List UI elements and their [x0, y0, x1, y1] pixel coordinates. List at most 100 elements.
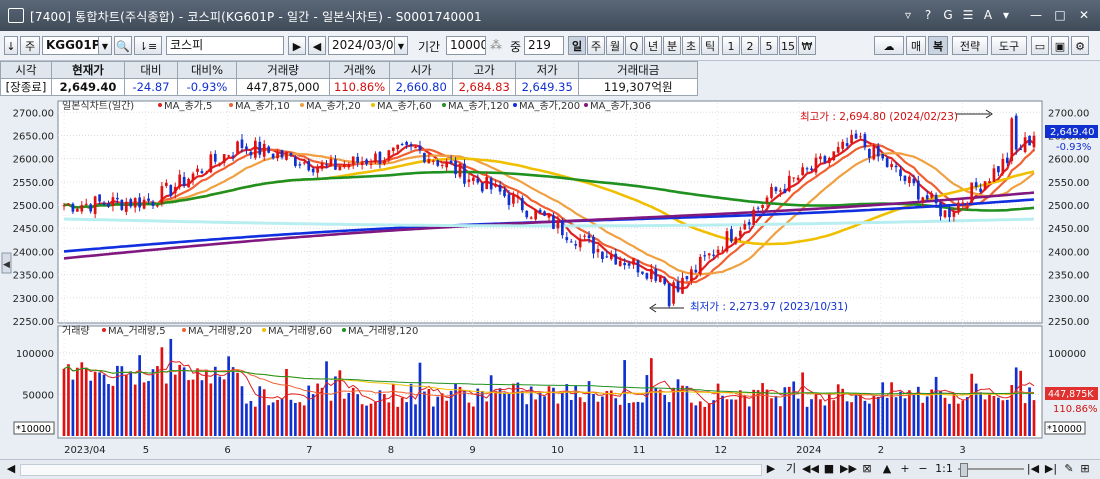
- interval-minute[interactable]: 분: [663, 36, 681, 55]
- market-select[interactable]: 주: [20, 36, 40, 55]
- cloud-icon[interactable]: ☁: [874, 36, 904, 55]
- interval-quarter[interactable]: Q: [625, 36, 643, 55]
- value-low: 2,649.35: [515, 78, 580, 96]
- count-input[interactable]: 219: [524, 36, 564, 55]
- volume-bar: [707, 403, 711, 436]
- menu-icon[interactable]: ☰: [962, 8, 974, 22]
- candle-body: [974, 182, 978, 187]
- code-input[interactable]: KGG01P: [42, 36, 112, 55]
- mountain-icon[interactable]: ▲: [882, 462, 892, 475]
- volume-bar: [881, 382, 885, 436]
- volume-bar: [970, 373, 974, 436]
- scroll-track[interactable]: [20, 464, 762, 476]
- current-price-text: 2,649.40: [1050, 127, 1095, 138]
- zoom-in-icon[interactable]: +: [900, 462, 910, 475]
- minimize-button[interactable]: —: [1030, 8, 1042, 22]
- one-to-one-button[interactable]: 1:1: [935, 462, 953, 475]
- rewind-icon[interactable]: ◀◀: [802, 462, 819, 475]
- candle-body: [694, 269, 698, 273]
- volume-bar: [431, 406, 435, 436]
- interval-year[interactable]: 년: [644, 36, 662, 55]
- currency-icon[interactable]: ₩: [798, 36, 816, 55]
- volume-bar: [952, 393, 956, 436]
- interval-5[interactable]: 5: [760, 36, 778, 55]
- left-panel-toggle[interactable]: [1, 252, 12, 274]
- candle-body: [796, 177, 800, 181]
- folder-icon[interactable]: ▭: [1031, 36, 1049, 55]
- sort-icon[interactable]: ⇂≡: [134, 36, 162, 55]
- zoom-out-icon[interactable]: −: [918, 462, 928, 475]
- interval-1[interactable]: 1: [722, 36, 740, 55]
- bottom-scrollbar[interactable]: ◀ ▶ 기 ◀◀ ■ ▶▶ ⊠ ▲ + − 1:1 |◀ ▶| ✎ ⊞: [0, 459, 1100, 479]
- code-dropdown-icon[interactable]: ▼: [98, 36, 112, 55]
- date-input[interactable]: 2024/03/05: [328, 36, 408, 55]
- font-dropdown-icon[interactable]: ▾: [1002, 8, 1010, 22]
- price-tick-right: 2600.00: [1048, 155, 1089, 166]
- volume-legend-item: MA_거래량,5: [108, 325, 166, 337]
- font-size-icon[interactable]: A: [983, 8, 993, 22]
- tools-button[interactable]: 도구: [991, 36, 1027, 55]
- interval-tick[interactable]: 틱: [701, 36, 719, 55]
- edit-icon[interactable]: ✎: [1064, 462, 1074, 475]
- candle-body: [267, 146, 271, 153]
- volume-bar: [213, 366, 217, 436]
- volume-bar: [685, 386, 689, 436]
- date-dropdown-icon[interactable]: ▼: [394, 36, 408, 55]
- candle-body: [276, 152, 279, 159]
- price-tick-left: 2650.00: [13, 131, 54, 142]
- x-tick-label: 8: [388, 445, 394, 456]
- interval-month[interactable]: 월: [606, 36, 624, 55]
- zoom-box-icon[interactable]: ⊠: [862, 462, 872, 475]
- candle-body: [227, 155, 230, 157]
- volume-bar: [102, 374, 106, 436]
- search-icon[interactable]: 🔍: [114, 36, 132, 55]
- interval-second[interactable]: 초: [682, 36, 700, 55]
- compound-button[interactable]: 복: [928, 36, 948, 55]
- volume-bar: [930, 389, 934, 436]
- pin-icon[interactable]: ▿: [904, 8, 912, 22]
- chart-area[interactable]: 2700.002700.002650.002650.002600.002600.…: [0, 97, 1100, 459]
- settings-icon[interactable]: ⚙: [1071, 36, 1089, 55]
- buy-sell-button[interactable]: 매: [906, 36, 926, 55]
- fast-forward-icon[interactable]: ▶▶: [840, 462, 857, 475]
- g-icon[interactable]: G: [943, 8, 953, 22]
- volume-bar: [783, 387, 787, 436]
- volume-legend-item: MA_거래량,120: [348, 325, 418, 337]
- volume-legend-title: 거래량: [62, 325, 90, 337]
- prev-icon[interactable]: ◀: [308, 36, 326, 55]
- interval-2[interactable]: 2: [741, 36, 759, 55]
- control-gi[interactable]: 기: [785, 462, 797, 475]
- zoom-slider-thumb[interactable]: [960, 463, 968, 477]
- down-arrow-icon[interactable]: ↓: [4, 36, 18, 55]
- price-volume-chart[interactable]: 2700.002700.002650.002650.002600.002600.…: [0, 97, 1100, 459]
- save-icon[interactable]: ▣: [1051, 36, 1069, 55]
- candle-body: [774, 187, 778, 192]
- scroll-left-icon[interactable]: ◀: [6, 462, 16, 475]
- grid-icon[interactable]: ⊞: [1080, 462, 1090, 475]
- volume-bar: [547, 386, 551, 436]
- volume-bar: [507, 393, 511, 436]
- interval-day[interactable]: 일: [568, 36, 586, 55]
- close-button[interactable]: ✕: [1078, 8, 1090, 22]
- left-toggle-icon[interactable]: ◀: [3, 260, 10, 270]
- candle-body: [1014, 115, 1018, 150]
- strategy-button[interactable]: 전략: [952, 36, 988, 55]
- volume-bar: [1023, 403, 1027, 436]
- candle-body: [841, 141, 845, 149]
- volume-bar: [320, 387, 324, 436]
- first-icon[interactable]: |◀: [1026, 462, 1040, 475]
- stop-icon[interactable]: ■: [823, 462, 835, 475]
- next-icon[interactable]: ▶: [288, 36, 306, 55]
- last-icon[interactable]: ▶|: [1044, 462, 1058, 475]
- zoom-slider[interactable]: [958, 468, 1024, 470]
- interval-15[interactable]: 15: [779, 36, 797, 55]
- volume-bar: [690, 402, 693, 436]
- help-icon[interactable]: ?: [924, 8, 932, 22]
- interval-week[interactable]: 주: [587, 36, 605, 55]
- volume-bar: [534, 399, 537, 436]
- maximize-button[interactable]: □: [1054, 8, 1066, 22]
- price-tick-right: 2300.00: [1048, 294, 1089, 305]
- scroll-right-icon[interactable]: ▶: [766, 462, 776, 475]
- period-input[interactable]: 10000: [446, 36, 486, 55]
- stock-name-field[interactable]: 코스피: [166, 36, 284, 55]
